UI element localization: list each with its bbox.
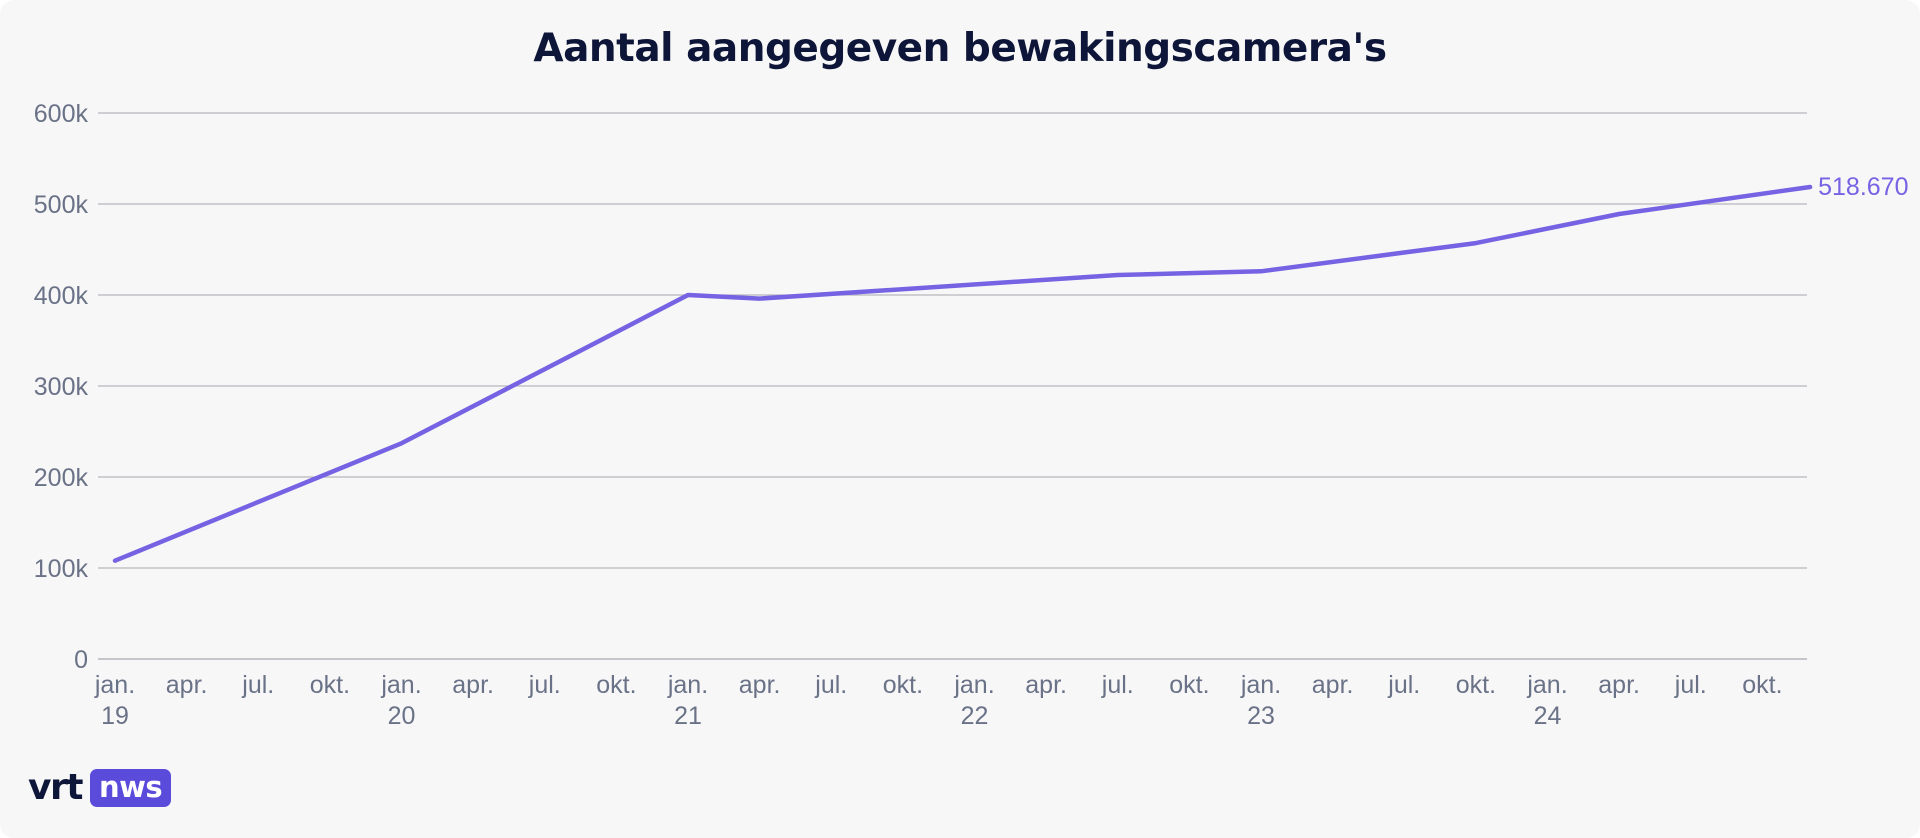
x-tick-label: okt. (310, 671, 350, 699)
y-tick-label: 300k (34, 373, 89, 401)
x-tick-label: apr. (1598, 671, 1640, 699)
logo-vrt-text: vrt (28, 767, 83, 808)
x-tick-label: jan. (1526, 671, 1567, 699)
x-tick-year-label: 21 (674, 702, 702, 730)
y-tick-label: 600k (34, 100, 89, 128)
x-tick-label: jan. (1240, 671, 1281, 699)
x-tick-label: jul. (1387, 671, 1420, 699)
x-tick-label: jul. (241, 671, 274, 699)
x-tick-label: apr. (452, 671, 494, 699)
y-tick-label: 500k (34, 191, 89, 219)
x-tick-label: jul. (1674, 671, 1707, 699)
x-tick-label: okt. (1169, 671, 1209, 699)
x-tick-label: jan. (380, 671, 421, 699)
data-series: 518.670 (112, 173, 1909, 563)
y-tick-label: 400k (34, 282, 89, 310)
x-tick-label: okt. (1456, 671, 1496, 699)
y-axis-tick-labels: 0 100k 200k 300k 400k 500k 600k (34, 100, 89, 674)
x-tick-year-label: 19 (101, 702, 129, 730)
x-tick-label: apr. (1312, 671, 1354, 699)
x-tick-label: jan. (667, 671, 708, 699)
x-tick-label: jan. (953, 671, 994, 699)
x-axis-tick-labels: jan. 19 apr. jul. okt. jan. 20 apr. jul. okt. jan.… (94, 671, 1783, 730)
x-tick-label: jul. (814, 671, 847, 699)
x-tick-year-label: 24 (1534, 702, 1562, 730)
x-tick-label: okt. (883, 671, 923, 699)
y-tick-label: 100k (34, 555, 89, 583)
x-tick-label: apr. (739, 671, 781, 699)
series-end-value-label: 518.670 (1818, 173, 1908, 201)
x-tick-label: jul. (528, 671, 561, 699)
x-tick-label: okt. (596, 671, 636, 699)
x-tick-label: okt. (1742, 671, 1782, 699)
chart-title: Aantal aangegeven bewakingscamera's (533, 26, 1387, 71)
x-tick-year-label: 22 (961, 702, 989, 730)
x-tick-label: apr. (166, 671, 208, 699)
logo-nws-badge: nws (89, 769, 172, 807)
y-tick-label: 0 (74, 646, 88, 674)
y-tick-label: 200k (34, 464, 89, 492)
x-tick-label: jan. (94, 671, 135, 699)
vrt-nws-logo: vrt nws (28, 767, 172, 808)
series-line (112, 184, 1813, 563)
x-tick-year-label: 23 (1247, 702, 1275, 730)
gridlines (98, 112, 1807, 660)
x-tick-year-label: 20 (388, 702, 416, 730)
x-tick-label: apr. (1025, 671, 1067, 699)
x-tick-label: jul. (1101, 671, 1134, 699)
